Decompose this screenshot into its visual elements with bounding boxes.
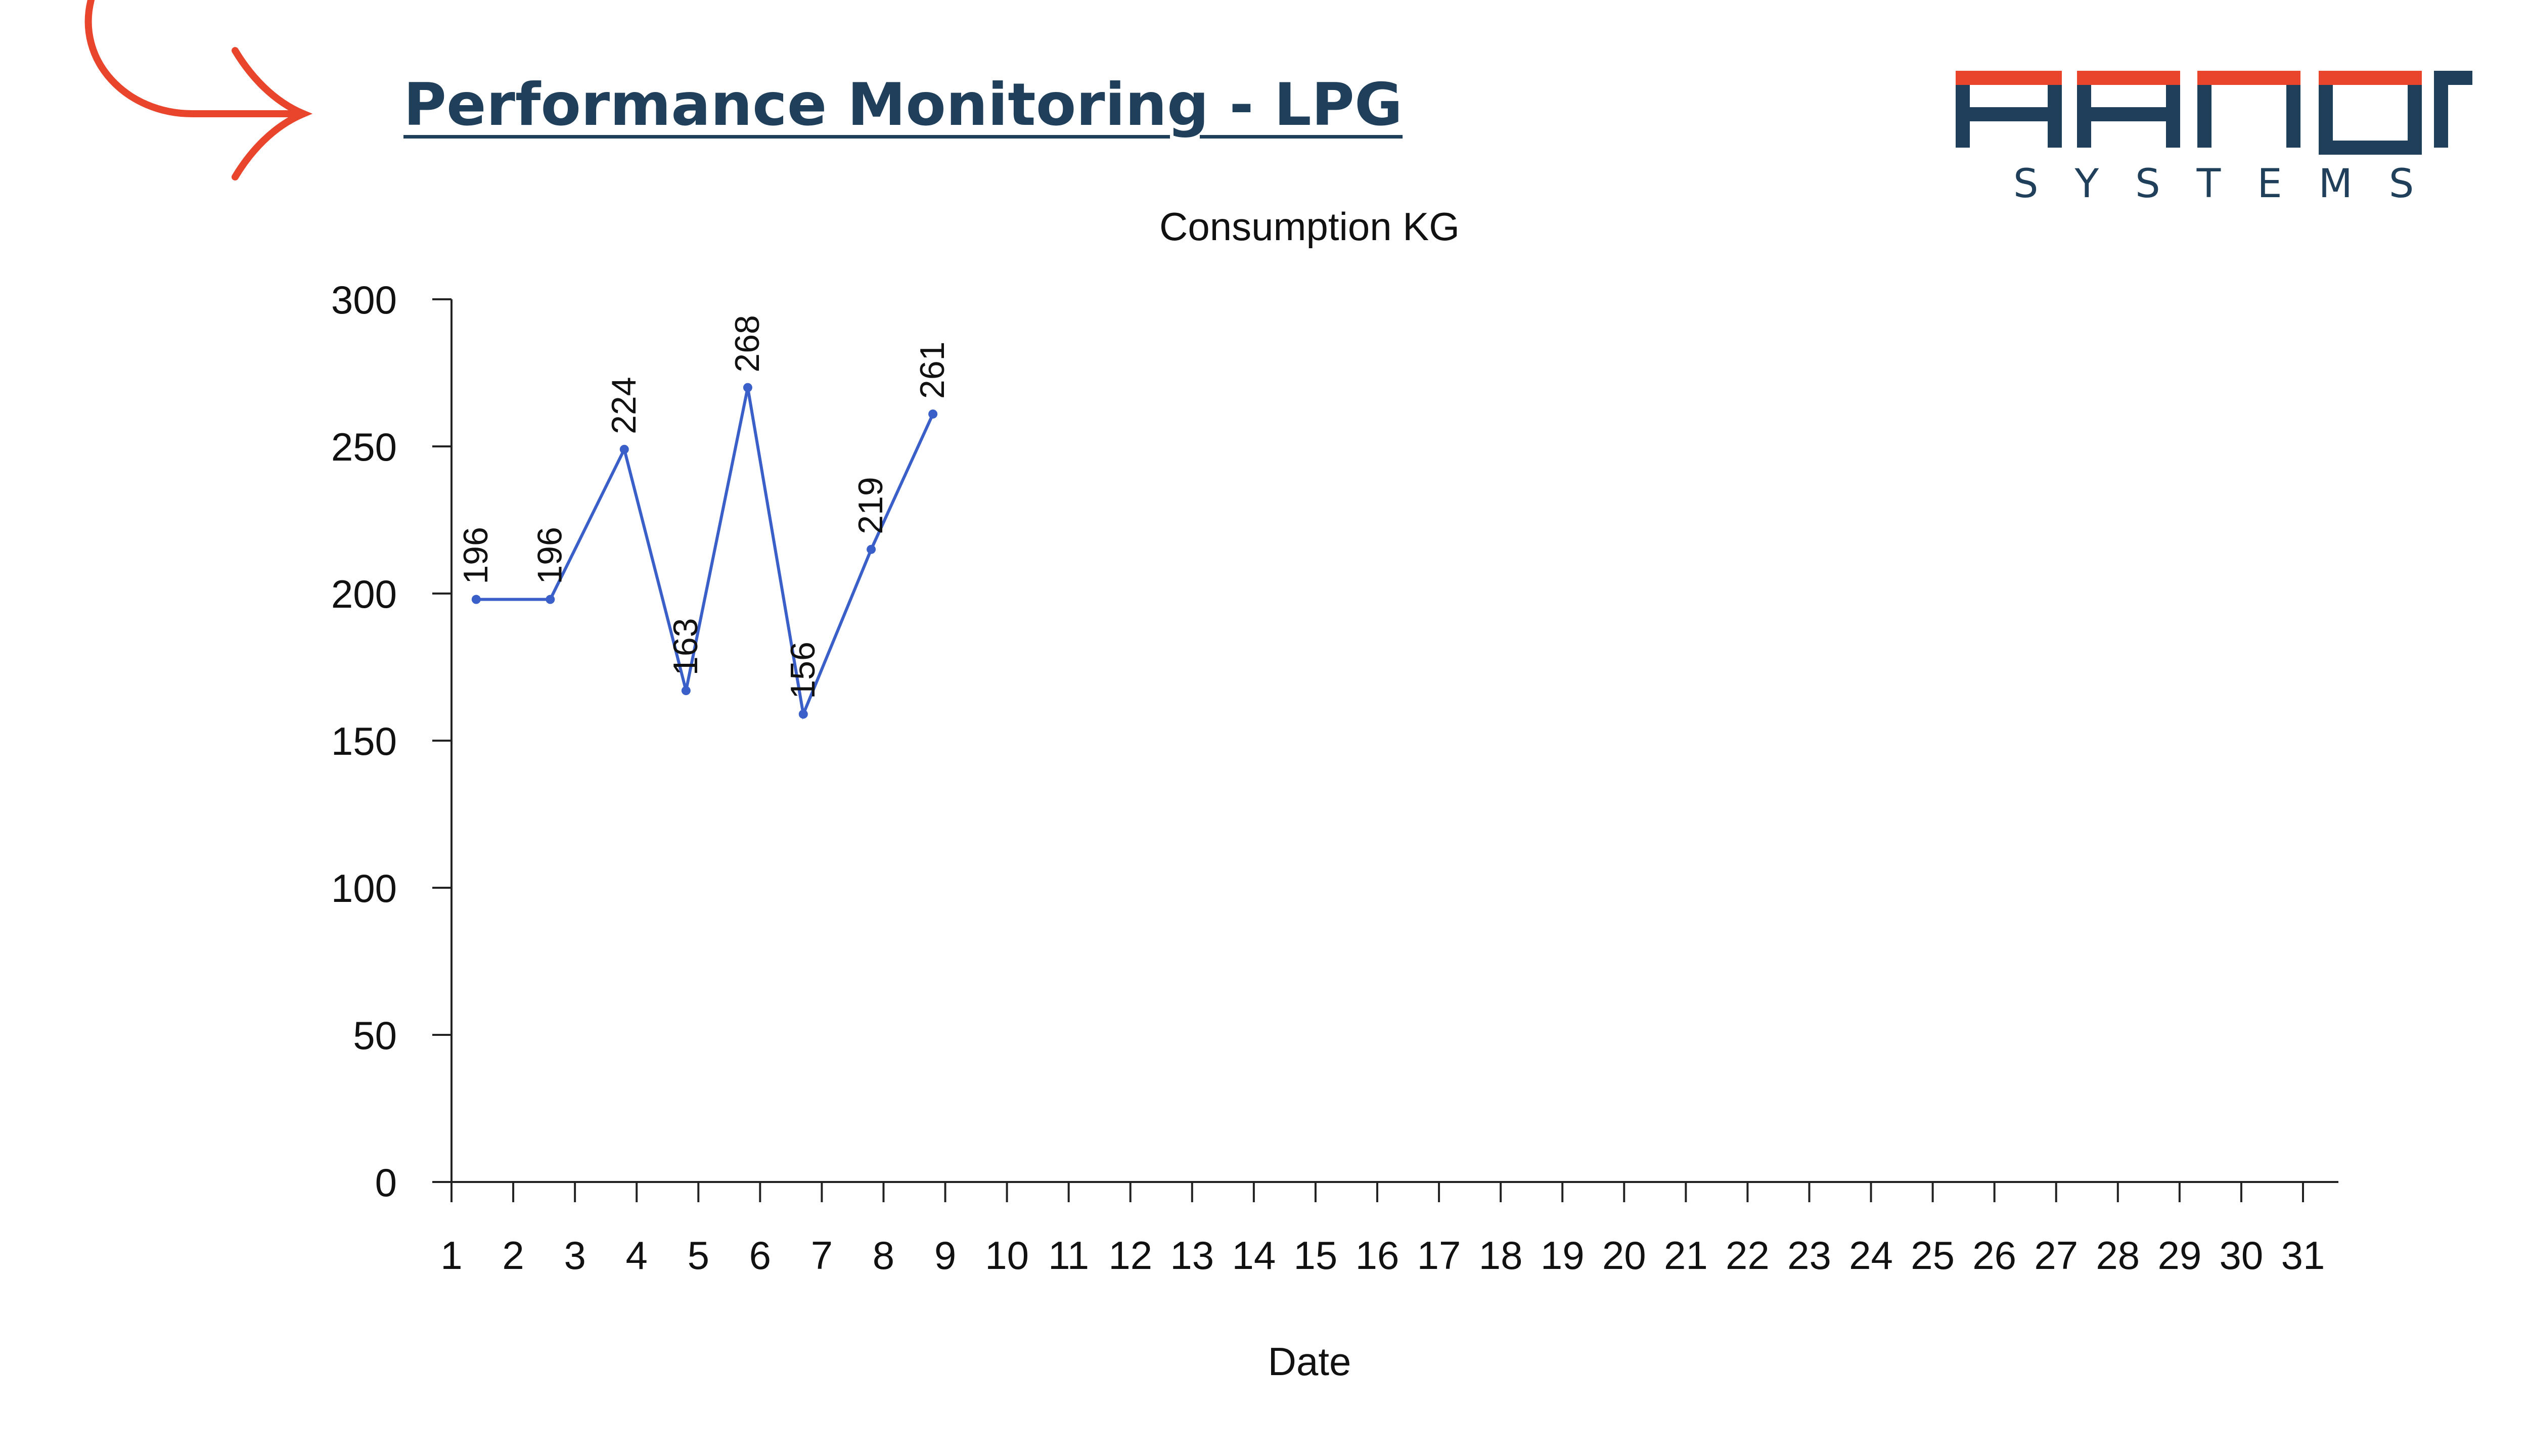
x-tick-label: 10	[985, 1233, 1029, 1278]
x-axis-label: Date	[1268, 1339, 1351, 1384]
page-title: Performance Monitoring - LPG	[403, 71, 1403, 139]
y-tick-label: 150	[331, 719, 397, 763]
data-point	[867, 544, 876, 554]
x-tick-label: 2	[502, 1233, 524, 1278]
x-tick-label: 16	[1356, 1233, 1400, 1278]
x-tick-label: 23	[1787, 1233, 1831, 1278]
data-label: 261	[913, 342, 952, 399]
svg-text:SYSTEMS: SYSTEMS	[2013, 161, 2450, 202]
x-tick-label: 22	[1726, 1233, 1770, 1278]
x-tick-label: 12	[1108, 1233, 1152, 1278]
x-tick-label: 30	[2220, 1233, 2264, 1278]
x-tick-label: 25	[1911, 1233, 1955, 1278]
x-tick-label: 14	[1232, 1233, 1276, 1278]
data-point	[546, 595, 555, 604]
x-tick-label: 31	[2281, 1233, 2325, 1278]
hanon-systems-logo: SYSTEMS	[1956, 71, 2472, 202]
series-line	[476, 387, 934, 720]
x-tick-label: 15	[1294, 1233, 1338, 1278]
data-point	[681, 686, 691, 696]
data-label: 224	[605, 377, 643, 434]
x-tick-label: 9	[934, 1233, 956, 1278]
data-label: 156	[784, 642, 822, 699]
x-tick-label: 27	[2034, 1233, 2078, 1278]
x-tick-label: 3	[564, 1233, 585, 1278]
y-tick-label: 300	[331, 278, 397, 322]
y-tick-label: 100	[331, 866, 397, 911]
x-tick-label: 29	[2157, 1233, 2201, 1278]
data-point	[471, 595, 481, 604]
x-tick-label: 5	[688, 1233, 709, 1278]
x-tick-label: 17	[1417, 1233, 1461, 1278]
data-point	[619, 444, 629, 454]
x-tick-label: 20	[1602, 1233, 1646, 1278]
x-tick-label: 21	[1664, 1233, 1708, 1278]
x-tick-label: 1	[440, 1233, 462, 1278]
x-tick-label: 6	[749, 1233, 771, 1278]
x-tick-label: 18	[1479, 1233, 1523, 1278]
data-label: 268	[728, 315, 766, 372]
x-tick-label: 13	[1170, 1233, 1214, 1278]
x-tick-label: 19	[1541, 1233, 1585, 1278]
chart-title: Consumption KG	[1159, 204, 1460, 249]
x-tick-label: 24	[1849, 1233, 1893, 1278]
data-label: 196	[457, 527, 495, 584]
data-point	[743, 383, 752, 392]
data-label: 219	[851, 477, 890, 534]
data-point	[798, 709, 808, 719]
x-tick-label: 11	[1048, 1233, 1089, 1278]
data-point	[928, 409, 938, 419]
y-tick-label: 50	[353, 1013, 397, 1058]
data-label: 163	[666, 618, 705, 675]
curved-arrow-icon	[84, 0, 313, 180]
x-tick-label: 4	[626, 1233, 648, 1278]
y-tick-label: 200	[331, 572, 397, 616]
y-tick-label: 0	[375, 1160, 397, 1205]
x-tick-label: 26	[1972, 1233, 2016, 1278]
x-tick-label: 7	[811, 1233, 833, 1278]
x-tick-label: 28	[2096, 1233, 2140, 1278]
y-tick-label: 250	[331, 425, 397, 469]
data-label: 196	[530, 527, 569, 584]
x-tick-label: 8	[873, 1233, 894, 1278]
